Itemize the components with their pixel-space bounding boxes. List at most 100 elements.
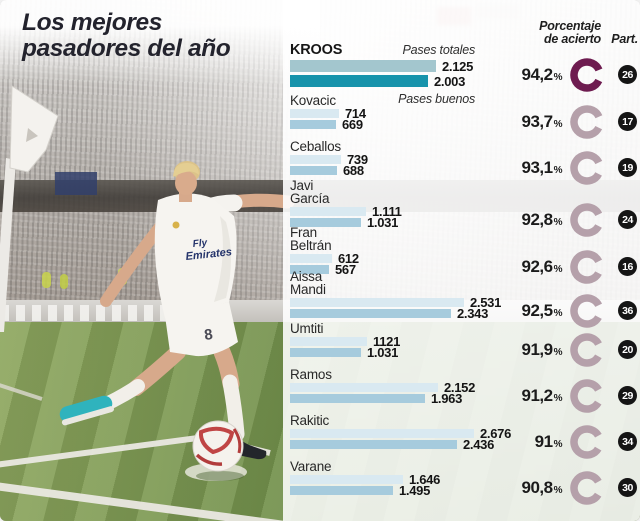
accuracy-ring-icon [570,249,604,284]
matches-badge: 34 [618,432,637,451]
total-passes-value: 1121 [373,334,401,349]
accuracy-percent: 92,6% [521,256,563,276]
accuracy-ring-icon [570,470,604,505]
corner-flag-icon [0,85,59,332]
series-label-total: Pases totales [402,43,476,57]
player-name: Kovacic [290,93,336,108]
total-passes-value: 612 [338,251,359,266]
title-line2: pasadores del año [22,35,231,62]
accuracy-percent: 91,2% [521,385,563,405]
player-figure: Fly Emirates 8 [59,161,295,460]
accuracy-percent: 93,1% [521,157,563,177]
accuracy-ring-icon [570,150,604,185]
matches-badge: 19 [618,158,637,177]
title-haze [0,0,320,86]
good-passes-value: 1.963 [431,391,463,406]
player-row: Aissa Mandi 2.531 2.343 92,5% 36 [288,269,640,328]
accuracy-ring-icon [570,332,604,367]
matches-badge: 20 [618,340,637,359]
player-name: Ceballos [290,139,341,154]
total-passes-bar [290,298,464,307]
title-line1: Los mejores [22,9,162,36]
ball-icon [185,420,247,481]
player-row: Ramos 2.152 1.963 91,2% 29 [288,367,640,413]
series-label-good: Pases buenos [398,92,475,106]
player-row: Rakitic 2.676 2.436 91% 34 [288,413,640,459]
matches-column-header: Part. [611,32,638,46]
player-name: Javi García [290,178,330,206]
matches-badge: 30 [618,478,637,497]
good-passes-bar [290,265,329,274]
good-passes-bar [290,440,457,449]
player-row: Umtiti 1121 1.031 91,9% 20 [288,321,640,367]
player-name: Ramos [290,367,332,382]
total-passes-bar [290,429,474,438]
good-passes-bar [290,75,428,87]
player-row: Kovacic 714 669 93,7% 17 [288,93,640,139]
total-passes-bar [290,60,436,72]
good-passes-bar [290,218,361,227]
total-passes-value: 714 [345,106,366,121]
matches-badge: 17 [618,112,637,131]
good-passes-value: 2.003 [434,73,466,89]
accuracy-percent: 90,8% [521,477,563,497]
accuracy-ring-icon [570,202,604,237]
player-row: Javi García 1.111 1.031 92,8% 24 [288,178,640,237]
accuracy-column-header: Porcentaje de acierto [539,19,601,46]
good-passes-value: 1.031 [367,215,399,230]
total-passes-value: 2.152 [444,380,476,395]
accuracy-ring-icon [570,293,604,328]
shorts-number: 8 [203,326,214,344]
accuracy-ring-icon [570,104,604,139]
matches-badge: 36 [618,301,637,320]
total-passes-value: 1.111 [372,204,402,219]
total-passes-bar [290,109,339,118]
stadium-banner [55,172,97,195]
player-row: KROOS 2.125 2.003 94,2% 26 [288,42,640,92]
player-row: Ceballos 739 688 93,1% 19 [288,139,640,185]
matches-badge: 26 [618,65,637,84]
matches-badge: 24 [618,210,637,229]
jersey-sponsor-line2: Emirates [185,246,232,263]
total-passes-value: 2.125 [442,58,474,74]
good-passes-bar [290,166,337,175]
player-name: Rakitic [290,413,330,428]
player-name: Varane [290,459,332,474]
pitchside-chairs [0,305,170,321]
player-name: Aissa Mandi [290,269,326,297]
player-name: Fran Beltrán [290,225,332,253]
good-passes-value: 688 [343,163,364,178]
good-passes-value: 1.031 [367,345,399,360]
good-passes-bar [290,348,361,357]
good-passes-value: 2.436 [463,437,495,452]
good-passes-bar [290,486,393,495]
good-passes-bar [290,309,451,318]
good-passes-value: 669 [342,117,363,132]
good-passes-value: 567 [335,262,356,277]
accuracy-percent: 92,8% [521,209,563,229]
accuracy-ring-icon [570,57,604,92]
good-passes-value: 1.495 [399,483,431,498]
total-passes-bar [290,254,332,263]
matches-badge: 16 [618,257,637,276]
total-passes-value: 739 [347,152,368,167]
total-passes-value: 2.676 [480,426,512,441]
accuracy-percent: 91,9% [521,339,563,359]
page-title: Los mejores pasadores del año [22,9,231,62]
accuracy-percent: 94,2% [521,64,563,84]
player-name: Umtiti [290,321,324,336]
total-passes-bar [290,207,366,216]
good-passes-value: 2.343 [457,306,489,321]
total-passes-value: 1.646 [409,472,441,487]
total-passes-bar [290,155,341,164]
player-name: KROOS [290,42,343,58]
accuracy-percent: 91% [534,431,563,451]
good-passes-bar [290,394,425,403]
total-passes-value: 2.531 [470,295,502,310]
total-passes-bar [290,475,403,484]
accuracy-percent: 93,7% [521,111,563,131]
accuracy-percent: 92,5% [521,300,563,320]
matches-badge: 29 [618,386,637,405]
